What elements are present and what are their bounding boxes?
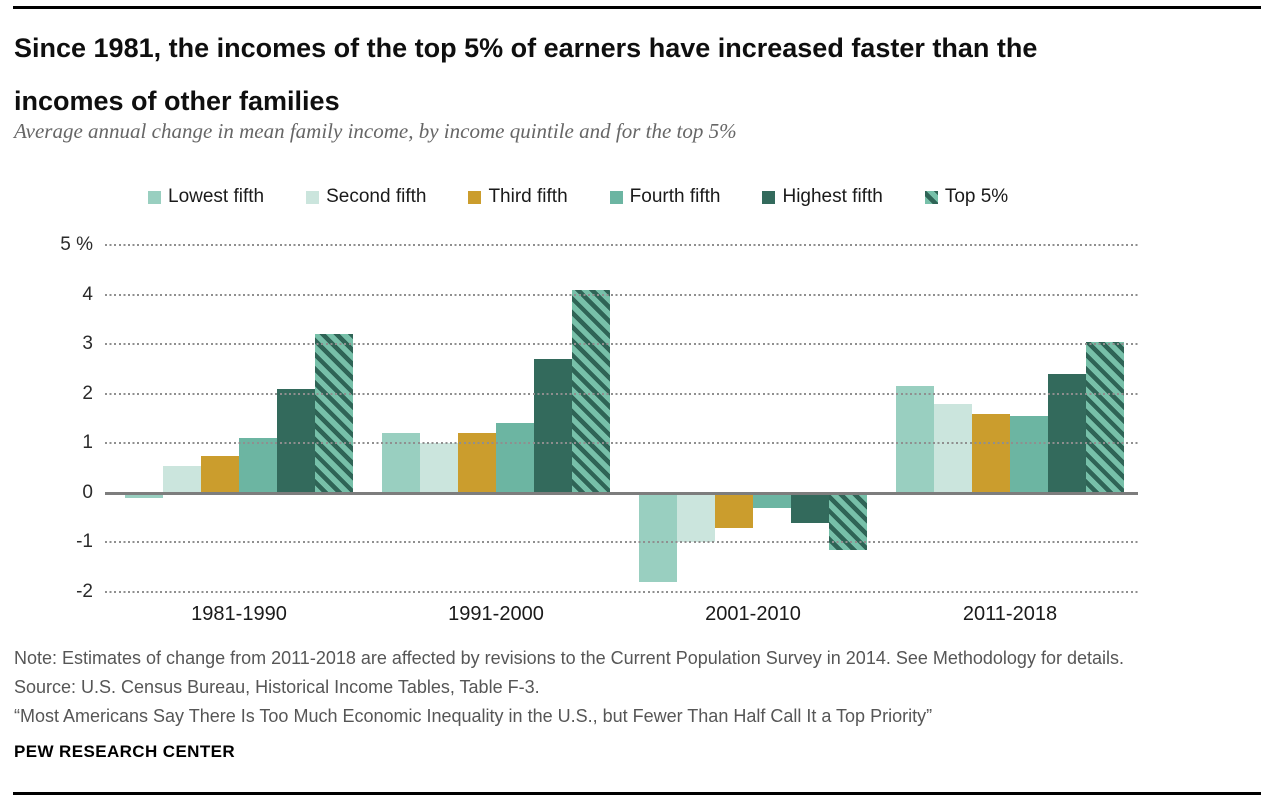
gridline bbox=[105, 442, 1138, 445]
y-tick-label: 3 bbox=[82, 333, 93, 355]
y-tick-label: 2 bbox=[82, 382, 93, 404]
legend-swatch-lowest-fifth bbox=[148, 190, 161, 204]
y-tick-label: 4 bbox=[82, 283, 93, 305]
bar-lowest-fifth-2011-2018 bbox=[896, 386, 934, 493]
report-title-text: “Most Americans Say There Is Too Much Ec… bbox=[14, 706, 933, 726]
chart-title-line-2: incomes of other families bbox=[14, 86, 340, 116]
x-axis-label-1991-2000: 1991-2000 bbox=[448, 603, 544, 625]
legend-item-highest-fifth: Highest fifth bbox=[762, 186, 883, 208]
bar-fourth-fifth-1991-2000 bbox=[496, 423, 534, 493]
bar-second-fifth-1991-2000 bbox=[420, 443, 458, 493]
legend-item-fourth-fifth: Fourth fifth bbox=[609, 186, 721, 208]
gridline bbox=[105, 541, 1138, 544]
chart-legend: Lowest fifth Second fifth Third fifth Fourt… bbox=[148, 186, 1008, 208]
legend-label: Second fifth bbox=[326, 186, 427, 207]
legend-label: Highest fifth bbox=[782, 186, 883, 207]
bar-highest-fifth-1981-1990 bbox=[277, 388, 315, 493]
footer-notes: Note: Estimates of change from 2011-2018… bbox=[14, 644, 1264, 731]
note-text: Note: Estimates of change from 2011-2018… bbox=[14, 648, 1124, 668]
legend-swatch-top-5 bbox=[924, 190, 938, 204]
legend-swatch-second-fifth bbox=[306, 190, 320, 204]
bar-lowest-fifth-2001-2010 bbox=[639, 492, 677, 583]
bar-top-5-1991-2000 bbox=[572, 289, 610, 493]
bar-fourth-fifth-2011-2018 bbox=[1010, 416, 1048, 493]
bar-fourth-fifth-2001-2010 bbox=[753, 492, 791, 508]
y-tick-label: 1 bbox=[82, 432, 93, 454]
x-axis-label-2001-2010: 2001-2010 bbox=[705, 603, 801, 625]
bar-highest-fifth-1991-2000 bbox=[534, 359, 572, 493]
gridline bbox=[105, 244, 1138, 246]
y-tick-label: 0 bbox=[82, 481, 93, 503]
legend-label: Top 5% bbox=[944, 186, 1009, 207]
legend-label: Lowest fifth bbox=[168, 186, 265, 207]
y-tick-label: 5 % bbox=[60, 234, 93, 255]
bar-second-fifth-1981-1990 bbox=[163, 465, 201, 493]
pew-research-center-wordmark: PEW RESEARCH CENTER bbox=[14, 742, 236, 761]
bar-second-fifth-2011-2018 bbox=[934, 403, 972, 493]
legend-label: Third fifth bbox=[488, 186, 568, 207]
y-tick-label: -1 bbox=[76, 531, 93, 553]
bar-second-fifth-2001-2010 bbox=[677, 492, 715, 543]
bar-chart-plot-area: 5 % 4 3 2 1 0 -1 -2 1981-1990 1991-2000 2001-2010 2… bbox=[60, 234, 1138, 625]
chart-subtitle: Average annual change in mean family inc… bbox=[14, 119, 737, 143]
legend-swatch-fourth-fifth bbox=[609, 190, 623, 204]
bar-third-fifth-2001-2010 bbox=[715, 492, 753, 528]
legend-item-second-fifth: Second fifth bbox=[306, 186, 426, 208]
legend-item-top-5: Top 5% bbox=[924, 186, 1009, 208]
legend-label: Fourth fifth bbox=[629, 186, 721, 207]
bar-third-fifth-2011-2018 bbox=[972, 413, 1010, 493]
x-axis-label-2011-2018: 2011-2018 bbox=[962, 603, 1058, 625]
gridline bbox=[105, 343, 1138, 346]
bar-highest-fifth-2001-2010 bbox=[791, 492, 829, 523]
bar-top-5-2001-2010 bbox=[829, 492, 867, 550]
gridline bbox=[105, 591, 1138, 593]
bar-third-fifth-1981-1990 bbox=[201, 455, 239, 493]
zero-baseline bbox=[105, 491, 1138, 495]
legend-swatch-third-fifth bbox=[468, 190, 482, 204]
bar-top-5-1981-1990 bbox=[315, 334, 353, 493]
source-text: Source: U.S. Census Bureau, Historical I… bbox=[14, 677, 540, 697]
y-tick-label: -2 bbox=[76, 581, 93, 602]
bar-top-5-2011-2018 bbox=[1086, 341, 1124, 493]
gridline bbox=[105, 293, 1138, 296]
bar-fourth-fifth-1981-1990 bbox=[239, 438, 277, 493]
legend-item-lowest-fifth: Lowest fifth bbox=[148, 186, 264, 208]
chart-title: Since 1981, the incomes of the top 5% of… bbox=[14, 22, 1259, 128]
legend-item-third-fifth: Third fifth bbox=[468, 186, 568, 208]
top-divider bbox=[13, 6, 1261, 9]
gridline bbox=[105, 392, 1138, 395]
x-axis-label-1981-1990: 1981-1990 bbox=[191, 603, 287, 625]
bar-lowest-fifth-1981-1990 bbox=[125, 492, 163, 498]
chart-title-line-1: Since 1981, the incomes of the top 5% of… bbox=[14, 33, 1038, 63]
bottom-divider bbox=[13, 792, 1261, 795]
legend-swatch-highest-fifth bbox=[762, 190, 776, 204]
